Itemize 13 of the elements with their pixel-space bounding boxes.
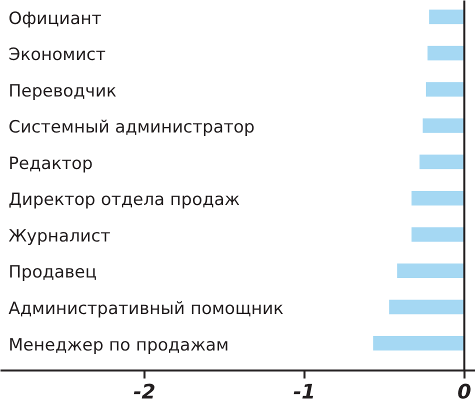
y-tick-label: Директор отдела продаж: [8, 190, 240, 210]
y-tick-label: Системный администратор: [8, 118, 255, 138]
y-tick-label: Редактор: [8, 154, 93, 174]
x-tick-label: 0: [457, 380, 472, 404]
x-tick-label: -2: [133, 380, 156, 404]
y-tick-label: Переводчик: [8, 81, 117, 102]
y-tick-label: Журналист: [8, 226, 110, 246]
y-tick-label: Официант: [8, 8, 102, 29]
y-tick-label: Продавец: [8, 262, 97, 283]
y-tick-label: Менеджер по продажам: [8, 335, 229, 356]
y-tick-label: Административный помощник: [8, 299, 284, 320]
x-tick-label: -1: [293, 380, 316, 404]
y-tick-label: Экономист: [8, 45, 106, 66]
